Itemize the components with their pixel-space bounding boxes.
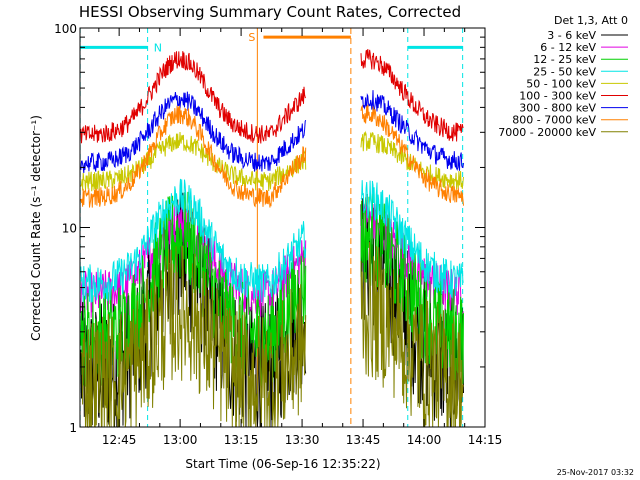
x-tick-label: 13:30	[285, 433, 320, 447]
series-trace-7-1	[360, 104, 464, 206]
series-trace-8-1	[360, 242, 464, 428]
flag-label: N	[154, 41, 162, 54]
x-tick-label: 13:15	[224, 433, 259, 447]
legend-label: 25 - 50 keV	[533, 65, 596, 78]
series-trace-6-0	[80, 91, 307, 174]
footer-timestamp: 25-Nov-2017 03:32	[557, 468, 634, 477]
legend-label: 800 - 7000 keV	[512, 114, 596, 127]
legend-label: 50 - 100 keV	[526, 77, 596, 90]
series-4	[80, 130, 464, 192]
y-tick-label: 1	[69, 421, 77, 435]
legend-label: 3 - 6 keV	[547, 29, 596, 42]
series-trace-6-1	[360, 90, 464, 171]
series-trace-4-0	[80, 131, 307, 192]
flag-s: S	[248, 28, 352, 427]
series-trace-3-0	[80, 178, 307, 303]
x-tick-label: 13:45	[346, 433, 381, 447]
x-tick-label: 13:00	[163, 433, 198, 447]
legend-title: Det 1,3, Att 0	[554, 14, 628, 27]
legend-label: 300 - 800 keV	[519, 102, 596, 115]
legend-label: 6 - 12 keV	[540, 41, 596, 54]
flag-label: S	[248, 31, 255, 44]
series-trace-4-1	[360, 130, 464, 190]
y-tick-label: 100	[54, 22, 77, 36]
x-tick-label: 12:45	[102, 433, 137, 447]
x-axis-label: Start Time (06-Sep-16 12:35:22)	[185, 457, 380, 471]
series-trace-5-0	[80, 51, 307, 144]
x-tick-label: 14:00	[407, 433, 442, 447]
legend-label: 12 - 25 keV	[533, 53, 596, 66]
series-7	[80, 104, 464, 208]
series-3	[80, 178, 464, 303]
series-5	[80, 49, 464, 144]
legend-label: 100 - 300 keV	[519, 90, 596, 103]
series-trace-7-0	[80, 105, 307, 208]
legend-label: 7000 - 20000 keV	[498, 126, 596, 139]
series-trace-3-1	[360, 180, 464, 299]
y-axis-label: Corrected Count Rate (s⁻¹ detector⁻¹)	[29, 115, 43, 341]
chart-title: HESSI Observing Summary Count Rates, Cor…	[79, 3, 461, 21]
series-6	[80, 90, 464, 174]
series-trace-5-1	[360, 49, 464, 142]
x-tick-label: 14:15	[468, 433, 503, 447]
y-tick-label: 10	[62, 222, 77, 236]
